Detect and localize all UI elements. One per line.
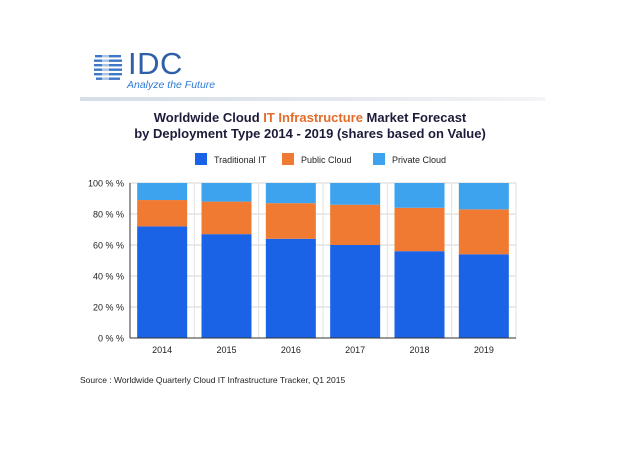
bar-segment [265, 203, 316, 239]
chart-title: Worldwide Cloud IT Infrastructure Market… [60, 110, 560, 142]
title-part-2: Market Forecast [362, 110, 467, 125]
bar-segment [265, 183, 316, 204]
legend-swatch [373, 153, 385, 165]
logo-tagline: Analyze the Future [127, 79, 216, 91]
x-tick-label: 2017 [345, 345, 365, 355]
globe-icon [94, 53, 122, 81]
bar-segment [458, 183, 509, 210]
header-divider [80, 97, 545, 101]
legend-label: Public Cloud [301, 155, 352, 165]
gridlines [129, 182, 517, 339]
bar-segment [201, 234, 252, 338]
x-tick-label: 2014 [152, 345, 172, 355]
bar-segment [330, 245, 381, 338]
y-tick-label: 0 % % [98, 334, 124, 344]
bar-segment [330, 204, 381, 245]
bar-segment [265, 238, 316, 338]
x-tick-label: 2016 [281, 345, 301, 355]
legend-label: Private Cloud [392, 155, 446, 165]
title-part-1: Worldwide Cloud [153, 110, 264, 125]
logo [94, 53, 122, 81]
y-tick-labels: 0 % % 20 % % 40 % % 60 % % 80 % % 100 % % [88, 179, 124, 344]
x-tick-label: 2015 [216, 345, 236, 355]
bar-segment [137, 200, 188, 227]
bar-segment [201, 201, 252, 235]
chart-title-line1: Worldwide Cloud IT Infrastructure Market… [60, 110, 560, 126]
chart-title-line2: by Deployment Type 2014 - 2019 (shares b… [134, 126, 486, 141]
y-tick-label: 20 % % [93, 303, 124, 313]
x-tick-label: 2019 [474, 345, 494, 355]
source-note: Source : Worldwide Quarterly Cloud IT In… [80, 375, 346, 385]
bar-segment [394, 183, 445, 208]
y-tick-label: 60 % % [93, 241, 124, 251]
legend-swatch [195, 153, 207, 165]
y-tick-label: 80 % % [93, 210, 124, 220]
legend-label: Traditional IT [214, 155, 267, 165]
bar-segment [458, 209, 509, 255]
y-tick-label: 40 % % [93, 272, 124, 282]
axes [129, 183, 516, 339]
title-highlight: IT Infrastructure [263, 110, 363, 125]
legend: Traditional IT Public Cloud Private Cloud [195, 153, 446, 165]
bars [137, 183, 509, 338]
x-tick-labels: 2014 2015 2016 2017 2018 2019 [152, 345, 494, 355]
legend-swatch [282, 153, 294, 165]
logo-text: IDC [128, 46, 183, 81]
bar-segment [137, 226, 188, 338]
y-tick-label: 100 % % [88, 179, 124, 189]
bar-segment [458, 254, 509, 338]
x-tick-label: 2018 [409, 345, 429, 355]
bar-segment [394, 251, 445, 338]
bar-segment [201, 183, 252, 202]
bar-segment [330, 183, 381, 205]
bar-segment [137, 183, 188, 201]
bar-segment [394, 207, 445, 252]
